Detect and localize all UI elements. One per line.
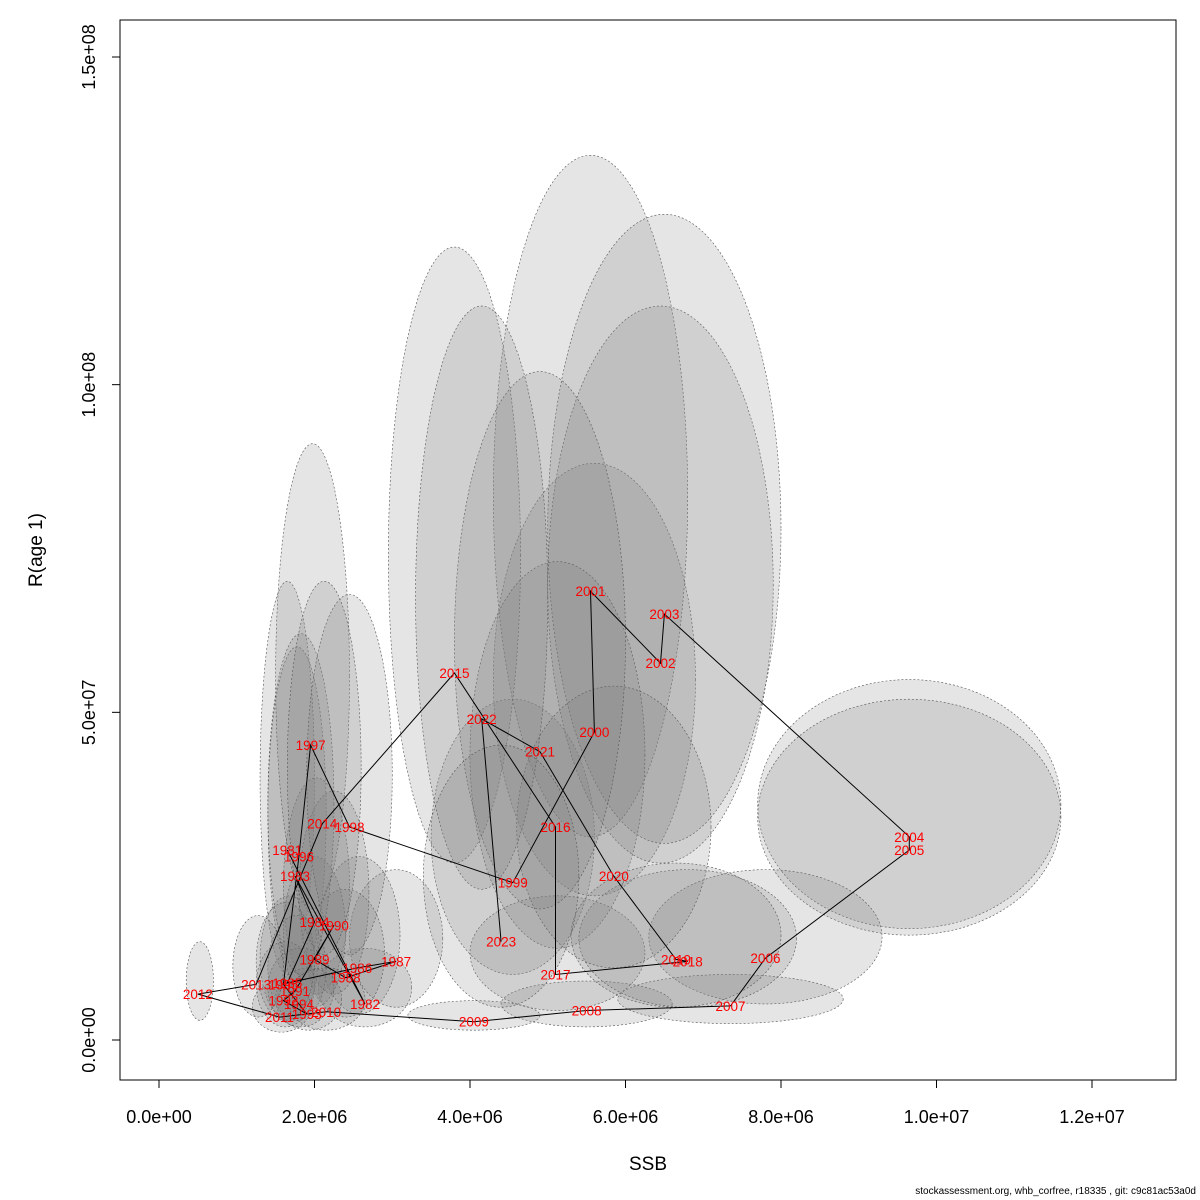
- year-label-1984: 1984: [299, 915, 330, 930]
- x-tick-label: 1.0e+07: [904, 1107, 970, 1127]
- ellipse-1988: [306, 888, 385, 1018]
- year-label-2012: 2012: [183, 987, 213, 1002]
- year-label-2008: 2008: [572, 1004, 602, 1019]
- x-tick-label: 8.0e+06: [748, 1107, 814, 1127]
- ellipse-2014: [286, 580, 362, 956]
- y-tick-label: 1.5e+08: [79, 24, 99, 90]
- footer-credit: stockassessment.org, whb_corfree, r18335…: [915, 1186, 1196, 1197]
- year-label-1981: 1981: [272, 843, 302, 858]
- y-tick-label: 0.0e+00: [79, 1007, 99, 1073]
- year-label-1996: 1996: [284, 850, 314, 865]
- year-label-2016: 2016: [541, 820, 571, 835]
- ellipse-2005: [757, 698, 1062, 936]
- ellipse-2004: [757, 679, 1062, 929]
- year-label-1987: 1987: [381, 954, 411, 969]
- year-label-1982: 1982: [350, 997, 380, 1012]
- x-axis: 0.0e+00 2.0e+06 4.0e+06 6.0e+06 8.0e+06 1.0e+…: [126, 1079, 1125, 1127]
- ellipse-2012: [185, 941, 214, 1021]
- x-tick-label: 0.0e+00: [126, 1107, 192, 1127]
- y-tick-label: 1.0e+08: [79, 352, 99, 418]
- ellipse-2020: [516, 685, 712, 969]
- trajectory-lines: [197, 589, 910, 1023]
- year-label-2020: 2020: [599, 869, 629, 884]
- x-tick-label: 1.2e+07: [1059, 1107, 1125, 1127]
- year-label-2019: 2019: [661, 952, 691, 967]
- ellipse-1995: [255, 902, 315, 1021]
- year-label-2022: 2022: [467, 712, 497, 727]
- trajectory-line: [197, 589, 910, 1023]
- x-tick-label: 2.0e+06: [282, 1107, 348, 1127]
- year-label-2021: 2021: [525, 745, 555, 760]
- ellipse-1987: [349, 869, 444, 1008]
- y-tick-label: 5.0e+07: [79, 680, 99, 746]
- x-axis-title: SSB: [629, 1154, 667, 1175]
- year-label-2007: 2007: [715, 999, 745, 1014]
- year-label-2006: 2006: [750, 951, 780, 966]
- ellipse-2000: [493, 463, 696, 897]
- year-label-2013: 2013: [241, 977, 271, 992]
- ellipse-2013: [232, 915, 284, 1018]
- year-label-1991: 1991: [280, 984, 310, 999]
- year-label-1993: 1993: [292, 1007, 322, 1022]
- year-label-1992: 1992: [268, 994, 298, 1009]
- year-label-2018: 2018: [673, 954, 703, 969]
- ellipse-2011: [251, 980, 311, 1033]
- ellipse-2007: [617, 974, 844, 1024]
- ellipse-2021: [454, 371, 626, 910]
- year-label-2009: 2009: [459, 1015, 489, 1030]
- ellipse-2022: [415, 305, 549, 890]
- year-label-2015: 2015: [439, 666, 469, 681]
- year-label-2004: 2004: [894, 830, 925, 845]
- ellipse-2008: [500, 980, 673, 1028]
- ellipse-1996: [267, 633, 335, 975]
- year-label-2017: 2017: [541, 967, 571, 982]
- ellipse-2003: [547, 213, 782, 844]
- year-label-2010: 2010: [311, 1005, 341, 1020]
- year-label-1994: 1994: [284, 997, 315, 1012]
- year-label-1999: 1999: [498, 876, 528, 891]
- year-label-2003: 2003: [649, 607, 679, 622]
- year-label-2023: 2023: [486, 935, 516, 950]
- ellipse-2001: [493, 154, 689, 838]
- y-axis: 0.0e+00 5.0e+07 1.0e+08 1.5e+08: [79, 24, 121, 1073]
- ellipse-2009: [407, 1000, 541, 1031]
- year-label-1986: 1986: [342, 961, 372, 976]
- year-label-2002: 2002: [645, 656, 675, 671]
- ellipse-2010: [286, 967, 366, 1031]
- year-label-1995: 1995: [268, 977, 298, 992]
- year-label-1998: 1998: [334, 820, 364, 835]
- year-label-1989: 1989: [299, 952, 329, 967]
- x-tick-label: 6.0e+06: [593, 1107, 659, 1127]
- ellipse-1998: [306, 594, 393, 956]
- year-label-2001: 2001: [575, 584, 605, 599]
- year-label-2005: 2005: [894, 843, 924, 858]
- year-label-1997: 1997: [296, 738, 326, 753]
- confidence-ellipses: [185, 154, 1062, 1033]
- year-label-2000: 2000: [579, 725, 609, 740]
- ellipse-2002: [547, 305, 774, 864]
- year-label-1985: 1985: [272, 976, 302, 991]
- ellipse-1985: [259, 895, 319, 1021]
- year-label-1988: 1988: [331, 971, 361, 986]
- x-tick-label: 4.0e+06: [437, 1107, 503, 1127]
- y-axis-title: R(age 1): [26, 513, 47, 587]
- ellipse-2017: [469, 895, 646, 1011]
- year-label-2014: 2014: [307, 817, 338, 832]
- ellipse-2023: [423, 744, 580, 1008]
- ellipse-2006: [648, 869, 883, 1005]
- year-label-2011: 2011: [265, 1010, 294, 1025]
- year-label-1983: 1983: [280, 869, 310, 884]
- year-label-1990: 1990: [319, 918, 349, 933]
- ellipse-2016: [469, 561, 646, 949]
